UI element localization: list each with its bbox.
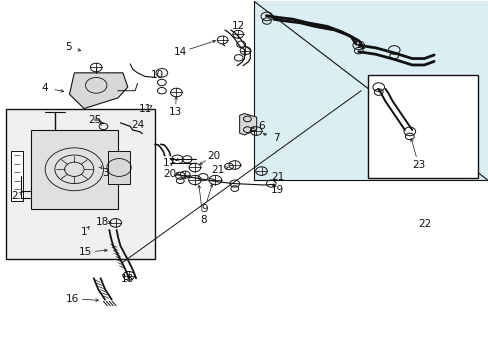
Text: 20: 20 [206,151,220,161]
Text: 12: 12 [231,21,244,31]
Text: 18: 18 [121,274,134,284]
Text: 24: 24 [131,120,144,130]
Text: 5: 5 [65,42,72,52]
Text: 19: 19 [270,185,284,195]
Bar [108,152,130,184]
Text: 2: 2 [12,191,18,201]
Text: 11: 11 [139,104,152,114]
Polygon shape [239,113,256,135]
Text: 25: 25 [88,115,102,125]
Text: 8: 8 [200,215,206,225]
Text: 14: 14 [173,47,186,57]
Text: 13: 13 [168,107,182,117]
Text: 23: 23 [411,159,425,170]
Text: 21: 21 [270,172,284,182]
Text: 10: 10 [150,69,163,80]
Text: 6: 6 [258,121,264,131]
Text: 17: 17 [163,158,176,168]
Text: 16: 16 [65,294,79,303]
Text: 15: 15 [79,247,92,257]
Text: 22: 22 [417,219,430,229]
Polygon shape [69,73,127,109]
Bar [6,109,154,258]
Text: 21: 21 [211,165,224,175]
Bar [368,75,477,178]
Text: 20: 20 [163,168,176,179]
Text: 3: 3 [102,168,109,178]
Bar [30,130,118,208]
Text: 9: 9 [201,203,207,213]
Text: 7: 7 [272,133,279,143]
Text: 4: 4 [42,83,48,93]
Text: 1: 1 [81,227,87,237]
Polygon shape [254,1,487,180]
Bar [11,152,23,202]
Text: 18: 18 [96,217,109,227]
